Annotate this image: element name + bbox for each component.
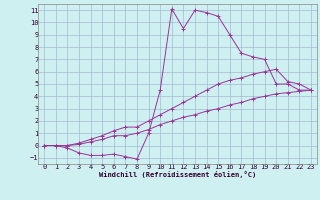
X-axis label: Windchill (Refroidissement éolien,°C): Windchill (Refroidissement éolien,°C)	[99, 171, 256, 178]
